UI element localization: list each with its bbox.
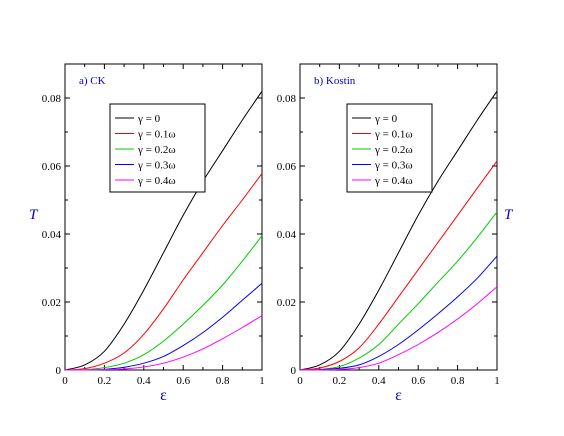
series-line-2 <box>299 160 498 371</box>
legend-box <box>109 103 206 193</box>
x-tick-label: 0.6 <box>176 375 190 387</box>
x-tick-label: 0.6 <box>411 375 425 387</box>
legend-label: γ = 0.3ω <box>137 160 176 172</box>
x-tick-label: 0.4 <box>372 375 386 387</box>
x-tick-label: 0.2 <box>333 375 347 387</box>
legend: γ = 0 γ = 0.1ω γ = 0.2ω γ = 0.3ω γ = 0.4ω <box>109 103 206 193</box>
x-tick-label: 0.8 <box>216 375 230 387</box>
panel-title: b) Kostin <box>314 75 356 87</box>
x-tick-label: 1 <box>494 375 500 387</box>
y-tick-label: 0.06 <box>277 161 297 173</box>
series-line-1 <box>64 90 263 371</box>
y-tick-label: 0 <box>291 365 297 377</box>
y-tick-label: 0.04 <box>277 229 297 241</box>
legend-label: γ = 0.1ω <box>374 129 413 141</box>
y-axis-title: T <box>29 207 39 223</box>
y-tick-label: 0.04 <box>42 229 62 241</box>
y-axis-title: T <box>504 207 514 223</box>
y-tick-label: 0.02 <box>277 297 296 309</box>
legend-label: γ = 0.1ω <box>137 129 176 141</box>
legend-label: γ = 0.4ω <box>137 175 176 187</box>
panel-title: a) CK <box>79 75 106 87</box>
x-tick-label: 1 <box>259 375 265 387</box>
series-line-5 <box>64 315 263 371</box>
y-tick-label: 0.02 <box>42 297 61 309</box>
chart-panel-1: 0 0.2 0.4 0.6 0.8 1 0 0.02 0.04 0.06 0.08 a) CK γ = … <box>29 63 265 404</box>
series-line-2 <box>64 173 263 371</box>
legend-label: γ = 0.4ω <box>374 175 413 187</box>
series-line-4 <box>64 282 263 371</box>
y-tick-label: 0.08 <box>277 93 297 105</box>
x-tick-label: 0 <box>62 375 68 387</box>
legend-label: γ = 0.3ω <box>374 160 413 172</box>
legend-label: γ = 0 <box>137 113 161 125</box>
y-tick-label: 0.08 <box>42 93 62 105</box>
series-line-3 <box>299 211 498 371</box>
x-tick-label: 0.4 <box>137 375 151 387</box>
legend: γ = 0 γ = 0.1ω γ = 0.2ω γ = 0.3ω γ = 0.4ω <box>346 103 433 193</box>
series-line-3 <box>64 235 263 371</box>
chart-panel-2: 0 0.2 0.4 0.6 0.8 1 0 0.02 0.04 0.06 0.08 b) Kostin… <box>277 63 514 404</box>
x-axis-title: ε <box>395 387 402 404</box>
x-tick-label: 0 <box>297 375 303 387</box>
series-line-1 <box>299 90 498 371</box>
series-line-5 <box>299 286 498 371</box>
x-axis-title: ε <box>160 387 167 404</box>
y-tick-label: 0.06 <box>42 161 62 173</box>
legend-box <box>346 103 433 193</box>
x-tick-label: 0.8 <box>451 375 465 387</box>
series-line-4 <box>299 255 498 371</box>
legend-label: γ = 0.2ω <box>137 144 176 156</box>
legend-label: γ = 0.2ω <box>374 144 413 156</box>
y-tick-label: 0 <box>56 365 62 377</box>
legend-label: γ = 0 <box>374 113 398 125</box>
x-tick-label: 0.2 <box>98 375 112 387</box>
